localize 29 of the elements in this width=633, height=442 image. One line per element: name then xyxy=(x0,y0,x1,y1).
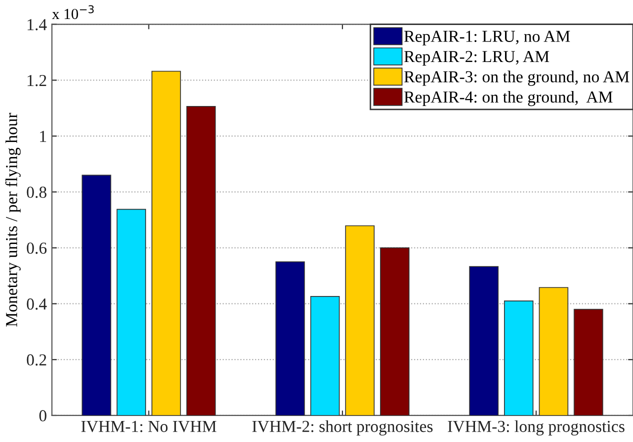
text: x 10$^{−3}$ xyxy=(52,5,94,20)
x-tick-label: IVHM-1: No IVHM xyxy=(81,420,216,432)
y-tick-label: 1.4 xyxy=(28,19,47,30)
y-tick-label: 1 xyxy=(40,130,46,142)
y-tick-label: 0.2 xyxy=(26,354,46,366)
y-tick-label: 0.6 xyxy=(26,242,47,254)
bar xyxy=(469,266,499,416)
legend-label: RepAIR-3: on the ground, no AM xyxy=(404,70,630,86)
bar xyxy=(380,247,410,416)
bar xyxy=(538,287,568,416)
bar xyxy=(345,225,375,416)
bar xyxy=(275,261,305,416)
x-tick-label: IVHM-2: short prognosites xyxy=(252,420,433,436)
y-tick-label: 0.4 xyxy=(26,298,47,310)
bar xyxy=(116,208,146,416)
y-tick-label: 0 xyxy=(39,410,46,422)
x-tick-label: IVHM-3: long prognostics xyxy=(448,420,624,436)
legend-label: RepAIR-1: LRU, no AM xyxy=(404,30,570,46)
bar xyxy=(82,174,112,416)
bar xyxy=(310,296,340,416)
bar xyxy=(151,70,181,416)
y-axis-title: Monetary units / per flying hour xyxy=(5,112,21,327)
legend-label: RepAIR-2: LRU, AM xyxy=(404,50,550,66)
y-tick-label: 0.8 xyxy=(26,186,46,198)
bar xyxy=(574,308,604,416)
legend-label: RepAIR-4: on the ground, AM xyxy=(404,90,613,106)
y-tick-label: 1.2 xyxy=(28,74,46,86)
bar xyxy=(186,106,216,416)
bar xyxy=(504,300,534,416)
